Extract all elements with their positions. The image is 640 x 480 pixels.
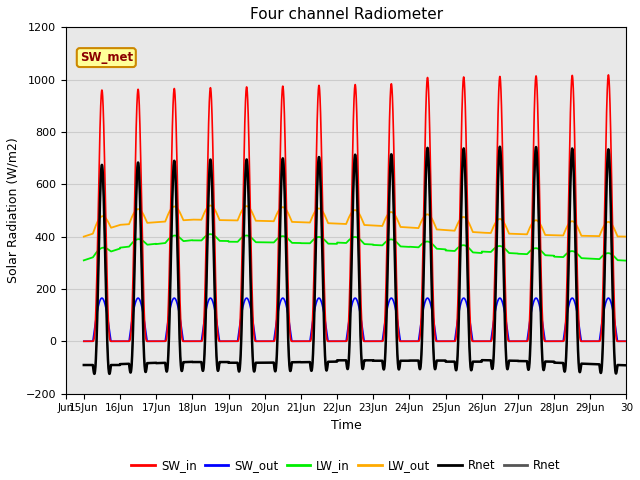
Y-axis label: Solar Radiation (W/m2): Solar Radiation (W/m2) [7, 138, 20, 283]
Text: SW_met: SW_met [80, 51, 133, 64]
Title: Four channel Radiometer: Four channel Radiometer [250, 7, 443, 22]
Legend: SW_in, SW_out, LW_in, LW_out, Rnet, Rnet: SW_in, SW_out, LW_in, LW_out, Rnet, Rnet [127, 455, 566, 477]
X-axis label: Time: Time [331, 419, 362, 432]
